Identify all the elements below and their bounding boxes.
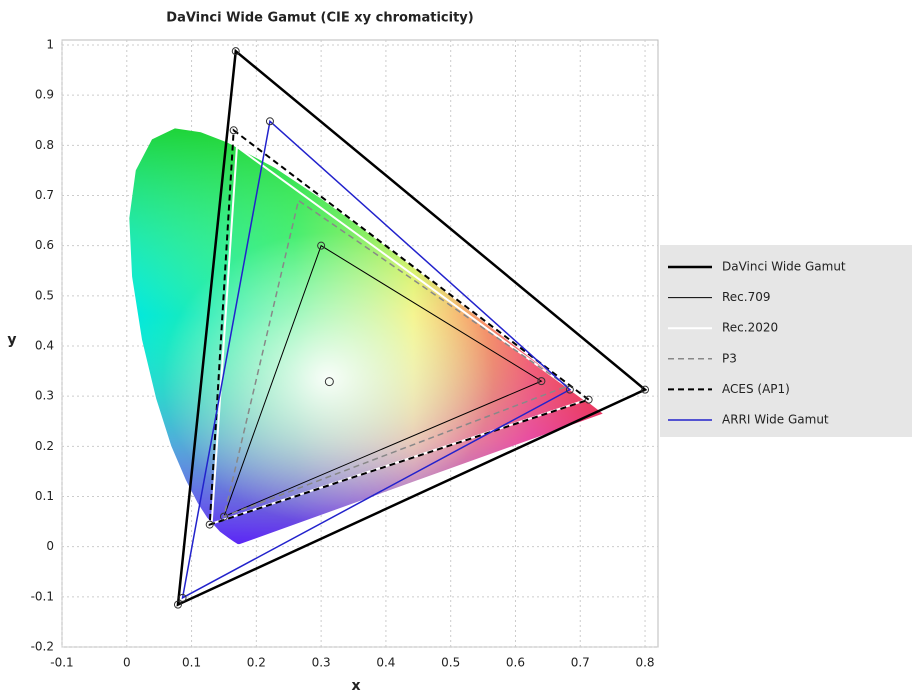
vertex-marker	[229, 126, 238, 135]
legend-label: Rec.709	[722, 290, 771, 304]
vertex-marker	[231, 47, 240, 56]
y-tick-label: 0.9	[35, 88, 54, 102]
legend-label: P3	[722, 351, 737, 365]
y-tick-label: 0.6	[35, 238, 54, 252]
spectral-locus	[129, 128, 603, 545]
vertex-marker	[317, 241, 326, 250]
vertex-marker	[265, 117, 274, 126]
gamut-triangle	[223, 244, 543, 518]
y-tick-label: 1	[46, 38, 54, 52]
vertex-marker	[641, 385, 650, 394]
x-tick-label: 0	[123, 656, 131, 670]
x-axis-label: x	[351, 678, 360, 694]
y-tick-label: -0.1	[31, 589, 54, 603]
y-tick-label: -0.2	[31, 640, 54, 654]
gamut-triangle	[176, 48, 648, 607]
y-tick-label: 0.7	[35, 188, 54, 202]
legend-label: ACES (AP1)	[722, 382, 790, 396]
gamut-triangle	[210, 144, 588, 526]
x-tick-label: 0.7	[571, 656, 590, 670]
legend-label: DaVinci Wide Gamut	[722, 260, 846, 274]
gamut-triangle	[208, 128, 591, 527]
vertex-marker	[584, 395, 593, 404]
y-tick-label: 0.4	[35, 339, 54, 353]
vertex-marker	[205, 520, 214, 529]
y-tick-label: 0.1	[35, 489, 54, 503]
chart-title: DaVinci Wide Gamut (CIE xy chromaticity)	[166, 11, 473, 26]
gamut-triangle	[222, 199, 569, 518]
x-tick-label: 0.8	[635, 656, 654, 670]
legend-box	[660, 245, 912, 437]
gamut-triangle	[181, 119, 572, 600]
y-tick-label: 0.3	[35, 389, 54, 403]
vertex-marker	[537, 377, 546, 386]
legend-label: Rec.2020	[722, 321, 778, 335]
y-axis-label: y	[7, 332, 16, 348]
vertex-marker	[219, 512, 228, 521]
legend-label: ARRI Wide Gamut	[722, 413, 829, 427]
x-tick-label: 0.3	[312, 656, 331, 670]
y-tick-label: 0.5	[35, 288, 54, 302]
y-tick-label: 0.8	[35, 138, 54, 152]
x-tick-label: 0.1	[182, 656, 201, 670]
x-tick-label: 0.6	[506, 656, 525, 670]
y-tick-label: 0.2	[35, 439, 54, 453]
x-tick-label: 0.2	[247, 656, 266, 670]
vertex-marker	[565, 385, 574, 394]
white-point	[324, 377, 334, 387]
y-tick-label: 0	[46, 539, 54, 553]
vertex-marker	[178, 593, 187, 602]
x-tick-label: 0.4	[376, 656, 395, 670]
x-tick-label: 0.5	[441, 656, 460, 670]
x-tick-label: -0.1	[50, 656, 73, 670]
vertex-marker	[173, 600, 182, 609]
